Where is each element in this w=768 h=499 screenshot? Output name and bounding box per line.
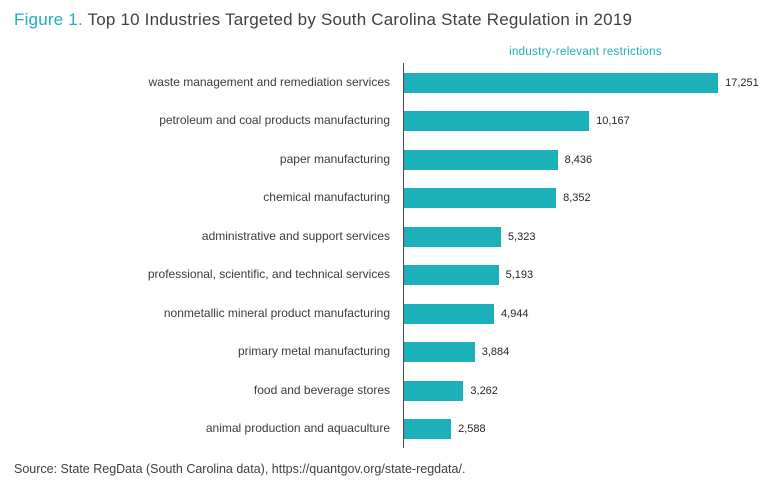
bar-area: 8,352: [403, 178, 768, 218]
bar: [404, 265, 499, 285]
bar: [404, 303, 495, 324]
axis-label-spacer: [0, 46, 403, 58]
axis-label: industry-relevant restrictions: [509, 46, 662, 59]
figure-label: Figure 1.: [14, 10, 83, 29]
value-label: 10,167: [596, 115, 630, 127]
bar-area: 3,884: [403, 332, 768, 372]
bar-area: 5,323: [403, 217, 768, 256]
chart-row: nonmetallic mineral product manufacturin…: [0, 294, 768, 333]
figure-title-text: Top 10 Industries Targeted by South Caro…: [82, 10, 633, 29]
category-label: primary metal manufacturing: [237, 344, 390, 359]
value-label: 3,262: [470, 384, 498, 397]
category-label: administrative and support services: [201, 228, 390, 243]
value-label: 8,436: [564, 153, 593, 166]
bar: [404, 380, 464, 401]
bar-area: 17,251: [403, 63, 768, 102]
bar-area: 2,588: [403, 409, 768, 449]
bar: [404, 72, 719, 93]
source-note: Source: State RegData (South Carolina da…: [14, 462, 466, 477]
bar: [404, 342, 475, 362]
bar-area: 5,193: [403, 255, 768, 295]
bar-area: 4,944: [403, 294, 768, 333]
category-label: paper manufacturing: [279, 151, 390, 166]
chart-row: animal production and aquaculture 2,588: [0, 409, 768, 449]
figure-title: Figure 1. Top 10 Industries Targeted by …: [0, 9, 768, 30]
bar-area: 3,262: [403, 371, 768, 410]
category-label: animal production and aquaculture: [205, 421, 390, 436]
value-label: 5,193: [505, 269, 534, 281]
value-label: 2,588: [458, 423, 486, 435]
value-label: 17,251: [725, 76, 759, 89]
value-label: 3,884: [481, 346, 510, 358]
bar-area: 8,436: [403, 140, 768, 179]
chart-row: waste management and remediation service…: [0, 63, 768, 102]
chart-row: professional, scientific, and technical …: [0, 255, 768, 295]
category-label: professional, scientific, and technical …: [147, 267, 390, 282]
chart-row: paper manufacturing 8,436: [0, 140, 768, 179]
bar-area: 10,167: [403, 101, 768, 141]
chart-row: petroleum and coal products manufacturin…: [0, 101, 768, 141]
category-label: petroleum and coal products manufacturin…: [159, 113, 390, 128]
value-label: 8,352: [563, 192, 591, 204]
chart-rows: waste management and remediation service…: [0, 63, 768, 449]
chart-row: primary metal manufacturing 3,884: [0, 332, 768, 372]
category-label: nonmetallic mineral product manufacturin…: [163, 305, 390, 320]
chart-row: administrative and support services 5,323: [0, 217, 768, 256]
bar: [404, 419, 452, 439]
value-label: 4,944: [501, 307, 529, 320]
bar: [404, 188, 557, 208]
chart-row: chemical manufacturing 8,352: [0, 178, 768, 218]
bar: [404, 226, 501, 247]
bar-chart: industry-relevant restrictions waste man…: [0, 46, 768, 449]
category-label: waste management and remediation service…: [148, 74, 390, 89]
bar: [404, 111, 590, 131]
chart-row: food and beverage stores 3,262: [0, 371, 768, 410]
category-label: chemical manufacturing: [263, 190, 390, 205]
value-label: 5,323: [507, 230, 536, 243]
bar: [404, 149, 558, 170]
category-label: food and beverage stores: [253, 382, 390, 397]
axis-label-row: industry-relevant restrictions: [0, 46, 768, 58]
